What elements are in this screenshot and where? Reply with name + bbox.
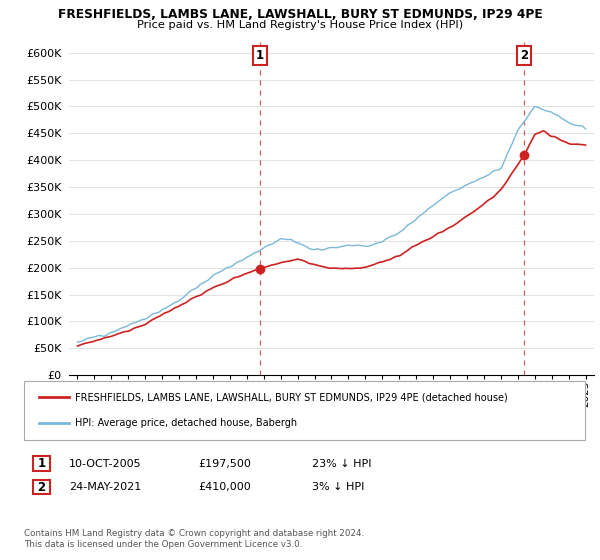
Text: 2: 2 (37, 480, 46, 494)
Text: Price paid vs. HM Land Registry's House Price Index (HPI): Price paid vs. HM Land Registry's House … (137, 20, 463, 30)
Text: 3% ↓ HPI: 3% ↓ HPI (312, 482, 364, 492)
Text: 1: 1 (37, 457, 46, 470)
Text: 10-OCT-2005: 10-OCT-2005 (69, 459, 142, 469)
Text: 24-MAY-2021: 24-MAY-2021 (69, 482, 141, 492)
Text: 2: 2 (520, 49, 529, 62)
Text: FRESHFIELDS, LAMBS LANE, LAWSHALL, BURY ST EDMUNDS, IP29 4PE: FRESHFIELDS, LAMBS LANE, LAWSHALL, BURY … (58, 8, 542, 21)
Text: £410,000: £410,000 (198, 482, 251, 492)
Text: HPI: Average price, detached house, Babergh: HPI: Average price, detached house, Babe… (75, 418, 297, 428)
Text: Contains HM Land Registry data © Crown copyright and database right 2024.
This d: Contains HM Land Registry data © Crown c… (24, 529, 364, 549)
Text: 23% ↓ HPI: 23% ↓ HPI (312, 459, 371, 469)
Text: FRESHFIELDS, LAMBS LANE, LAWSHALL, BURY ST EDMUNDS, IP29 4PE (detached house): FRESHFIELDS, LAMBS LANE, LAWSHALL, BURY … (75, 392, 508, 402)
Text: 1: 1 (256, 49, 264, 62)
Text: £197,500: £197,500 (198, 459, 251, 469)
